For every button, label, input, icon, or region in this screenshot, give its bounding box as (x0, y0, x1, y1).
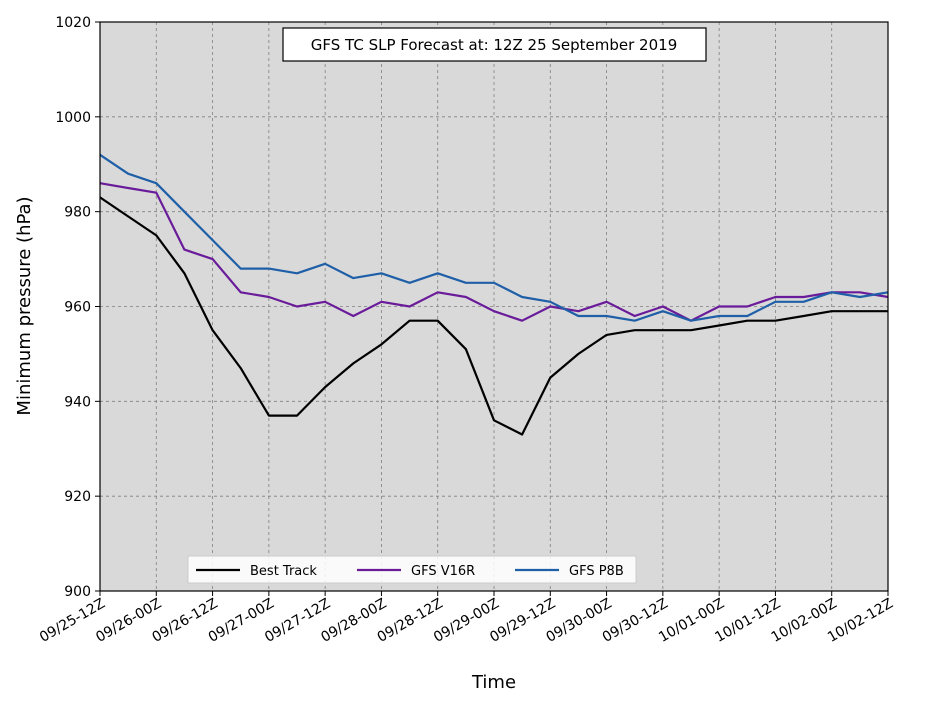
series-line-best-track (99, 196, 888, 436)
legend-label: Best Track (250, 564, 317, 579)
series-lines (99, 153, 889, 436)
y-axis-label: Minimum pressure (hPa) (14, 196, 35, 415)
y-tick-label: 1020 (55, 15, 91, 31)
legend-label: GFS V16R (411, 564, 475, 579)
y-tick-label: 980 (64, 205, 91, 221)
chart-title: GFS TC SLP Forecast at: 12Z 25 September… (311, 36, 677, 54)
x-axis: 09/25-12Z09/26-00Z09/26-12Z09/27-00Z09/2… (37, 591, 896, 646)
y-tick-label: 940 (64, 394, 91, 410)
series-line-gfs-p8b (99, 153, 889, 322)
series-line-gfs-v16r (99, 182, 889, 322)
legend-label: GFS P8B (569, 564, 624, 579)
chart-title-box: GFS TC SLP Forecast at: 12Z 25 September… (282, 27, 707, 62)
y-axis: 900 920 940 960 980 1000 1020 (55, 15, 100, 600)
y-tick-label: 900 (64, 584, 91, 600)
legend: Best Track GFS V16R GFS P8B (187, 555, 637, 584)
y-tick-label: 960 (64, 300, 91, 316)
x-axis-label: Time (471, 672, 516, 693)
y-tick-label: 1000 (55, 110, 91, 126)
y-tick-label: 920 (64, 489, 91, 505)
